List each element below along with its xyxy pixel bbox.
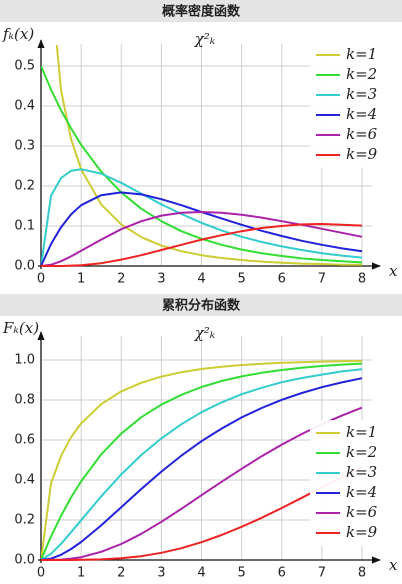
x-tick-label: 4 [197,272,205,287]
x-tick-label: 3 [157,566,165,581]
x-tick-label: 1 [77,272,85,287]
y-tick-label: 0.4 [14,99,35,114]
y-tick-label: 0.0 [14,259,35,274]
legend-label: k=3 [346,85,377,103]
legend-label: k=2 [346,443,377,461]
x-tick-label: 2 [117,566,125,581]
legend-box [310,420,386,546]
heading-bar [0,0,402,22]
x-tick-label: 5 [237,272,245,287]
legend-label: k=1 [346,45,377,63]
legend-label: k=2 [346,65,377,83]
x-tick-label: 0 [37,566,45,581]
data-line [41,191,363,267]
y-tick-label: 0.8 [14,393,35,408]
x-tick-label: 6 [278,272,286,287]
chart-title: χ²ₖ [194,30,216,48]
x-tick-label: 4 [197,566,205,581]
data-line [41,360,363,561]
x-tick-label: 7 [318,566,326,581]
y-axis-label: fₖ(x) [2,25,34,43]
y-tick-label: 0.1 [14,219,35,234]
data-line [41,406,363,561]
heading: 概率密度函数 [162,4,241,20]
y-tick-label: 0.2 [14,179,35,194]
legend-box [310,42,386,168]
legend-label: k=6 [346,503,378,521]
legend-label: k=9 [346,523,378,541]
x-tick-label: 7 [318,272,326,287]
y-axis-label: Fₖ(x) [2,319,39,337]
heading-bar [0,294,402,316]
y-tick-label: 1.0 [14,353,35,368]
chart-title: χ²ₖ [194,324,216,342]
x-tick-label: 2 [117,272,125,287]
data-line [41,368,363,561]
data-line [41,465,363,561]
legend-label: k=4 [346,105,377,123]
x-tick-label: 6 [278,566,286,581]
x-tick-label: 1 [77,566,85,581]
legend-label: k=3 [346,463,377,481]
y-tick-label: 0.0 [14,553,35,568]
x-tick-label: 8 [358,566,366,581]
legend-label: k=6 [346,125,378,143]
x-axis-label: x [389,556,398,574]
legend-label: k=9 [346,145,378,163]
y-tick-label: 0.6 [14,433,35,448]
legend-label: k=4 [346,483,377,501]
data-line [41,223,363,267]
heading: 累积分布函数 [162,298,241,314]
data-line [41,362,363,561]
legend-label: k=1 [346,423,377,441]
x-tick-label: 0 [37,272,45,287]
data-line [55,45,362,266]
x-tick-label: 5 [237,566,245,581]
data-line [41,65,363,264]
x-axis-label: x [389,262,398,280]
y-tick-label: 0.4 [14,473,35,488]
y-tick-label: 0.2 [14,513,35,528]
x-tick-label: 8 [358,272,366,287]
y-tick-label: 0.3 [14,139,35,154]
x-tick-label: 3 [157,272,165,287]
data-line [41,168,363,267]
data-line [41,377,363,561]
y-tick-label: 0.5 [14,59,35,74]
